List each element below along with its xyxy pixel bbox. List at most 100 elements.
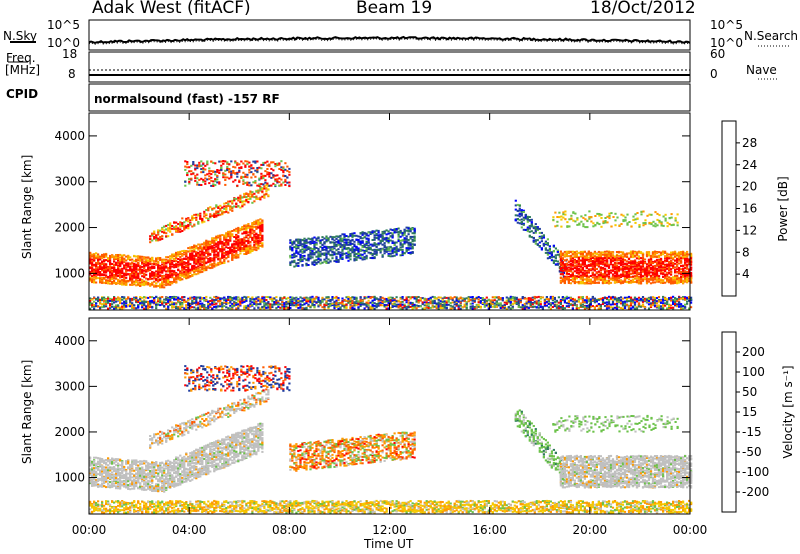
- range-gate-cell: [163, 231, 166, 234]
- range-gate-cell: [95, 255, 98, 258]
- range-gate-cell: [534, 227, 537, 230]
- range-gate-cell: [518, 222, 521, 225]
- range-gate-cell: [233, 240, 236, 243]
- range-gate-cell: [194, 164, 197, 167]
- range-gate-cell: [413, 235, 416, 238]
- range-gate-cell: [151, 257, 154, 260]
- range-gate-cell: [213, 251, 216, 253]
- range-gate-cell: [202, 171, 205, 174]
- range-gate-cell: [214, 180, 217, 183]
- range-gate-cell: [315, 247, 318, 249]
- range-gate-cell: [311, 242, 314, 244]
- range-gate-cell: [337, 242, 340, 245]
- range-gate-cell: [409, 241, 412, 244]
- range-gate-cell: [173, 280, 176, 283]
- range-gate-cell: [623, 280, 627, 283]
- range-gate-cell: [615, 269, 619, 272]
- range-gate-cell: [311, 263, 314, 266]
- range-gate-cell: [225, 232, 228, 235]
- range-gate-cell: [189, 268, 192, 271]
- range-gate-cell: [191, 217, 194, 219]
- range-gate-cell: [357, 251, 360, 254]
- range-gate-cell: [339, 234, 342, 237]
- range-gate-cell: [601, 276, 605, 278]
- range-gate-cell: [165, 280, 168, 283]
- range-gate-cell: [231, 206, 234, 209]
- range-gate-cell: [317, 247, 320, 250]
- range-gate-cell: [353, 240, 356, 243]
- range-gate-cell: [191, 254, 194, 257]
- range-gate-cell: [101, 281, 104, 284]
- range-gate-cell: [615, 264, 619, 267]
- range-gate-cell: [325, 260, 328, 263]
- range-gate-cell: [615, 256, 619, 259]
- range-gate-cell: [103, 270, 106, 273]
- range-gate-cell: [399, 254, 402, 257]
- range-gate-cell: [259, 225, 262, 228]
- range-gate-cell: [219, 204, 222, 207]
- range-gate-cell: [257, 234, 260, 237]
- range-gate-cell: [593, 281, 596, 284]
- range-gate-cell: [149, 283, 152, 286]
- range-gate-cell: [119, 269, 122, 272]
- range-gate-cell: [585, 273, 588, 276]
- range-gate-cell: [593, 255, 596, 258]
- range-gate-cell: [225, 202, 228, 205]
- range-gate-cell: [299, 249, 302, 252]
- range-gate-cell: [232, 165, 235, 168]
- range-gate-cell: [309, 257, 312, 260]
- range-gate-cell: [565, 255, 568, 258]
- range-gate-cell: [583, 259, 586, 262]
- range-gate-cell: [131, 261, 134, 264]
- range-gate-cell: [211, 241, 214, 244]
- range-gate-cell: [274, 163, 277, 165]
- range-gate-cell: [635, 257, 639, 260]
- range-gate-cell: [103, 266, 106, 269]
- range-gate-cell: [367, 241, 370, 244]
- range-gate-cell: [191, 250, 194, 252]
- range-gate-cell: [373, 242, 376, 245]
- range-gate-cell: [599, 254, 602, 257]
- range-gate-cell: [149, 272, 152, 275]
- range-gate-cell: [197, 259, 200, 262]
- range-gate-cell: [197, 248, 200, 251]
- range-gate-cell: [93, 276, 96, 279]
- range-gate-cell: [155, 262, 158, 265]
- range-gate-cell: [522, 216, 525, 219]
- range-gate-cell: [411, 235, 414, 238]
- range-gate-cell: [147, 278, 150, 281]
- range-gate-cell: [258, 177, 261, 180]
- range-gate-cell: [249, 247, 252, 250]
- range-gate-cell: [186, 174, 189, 177]
- range-gate-cell: [548, 256, 551, 259]
- range-gate-cell: [155, 273, 158, 276]
- range-gate-cell: [323, 248, 326, 251]
- range-gate-cell: [319, 250, 322, 253]
- range-gate-cell: [377, 229, 380, 232]
- range-gate-cell: [153, 275, 156, 278]
- range-gate-cell: [399, 246, 402, 249]
- range-gate-cell: [289, 262, 292, 265]
- range-gate-cell: [249, 229, 252, 232]
- range-gate-cell: [185, 265, 188, 267]
- range-gate-cell: [229, 247, 232, 250]
- range-gate-cell: [514, 204, 517, 207]
- range-gate-cell: [147, 281, 150, 284]
- range-gate-cell: [387, 249, 390, 252]
- range-gate-cell: [651, 271, 655, 274]
- range-gate-cell: [579, 268, 582, 271]
- range-gate-cell: [191, 258, 194, 261]
- range-gate-cell: [559, 273, 562, 276]
- range-gate-cell: [595, 268, 598, 270]
- range-gate-cell: [218, 169, 221, 172]
- range-gate-cell: [103, 253, 106, 256]
- range-gate-cell: [99, 277, 102, 280]
- range-gate-cell: [365, 232, 368, 235]
- range-gate-cell: [361, 249, 364, 252]
- range-gate-cell: [579, 271, 582, 274]
- range-gate-cell: [319, 262, 322, 265]
- range-gate-cell: [223, 254, 226, 257]
- range-gate-cell: [223, 205, 226, 208]
- range-gate-cell: [109, 276, 112, 279]
- range-gate-cell: [615, 259, 619, 262]
